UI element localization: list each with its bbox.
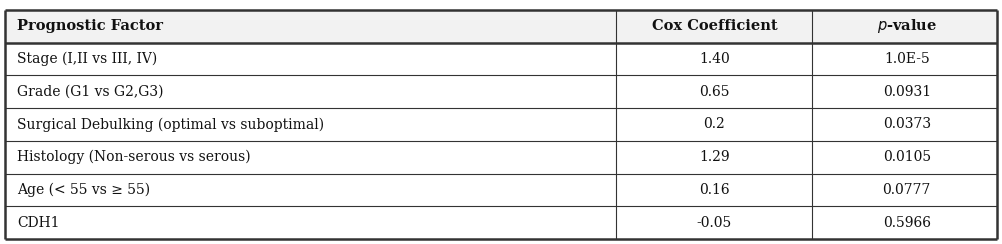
Text: Age (< 55 vs ≥ 55): Age (< 55 vs ≥ 55) bbox=[17, 183, 150, 197]
Bar bbox=[5, 10, 997, 42]
Text: 1.40: 1.40 bbox=[699, 52, 729, 66]
Text: 0.65: 0.65 bbox=[699, 85, 729, 99]
Text: Surgical Debulking (optimal vs suboptimal): Surgical Debulking (optimal vs suboptima… bbox=[17, 117, 325, 132]
Text: 0.0777: 0.0777 bbox=[883, 183, 931, 197]
Text: 0.0105: 0.0105 bbox=[883, 150, 931, 164]
Text: 0.0931: 0.0931 bbox=[883, 85, 931, 99]
Text: 0.0373: 0.0373 bbox=[883, 117, 931, 132]
Text: Grade (G1 vs G2,G3): Grade (G1 vs G2,G3) bbox=[17, 85, 163, 99]
Text: 1.0E-5: 1.0E-5 bbox=[884, 52, 930, 66]
Text: CDH1: CDH1 bbox=[17, 216, 59, 230]
Text: 0.5966: 0.5966 bbox=[883, 216, 931, 230]
Text: 0.2: 0.2 bbox=[703, 117, 725, 132]
Text: Cox Coefficient: Cox Coefficient bbox=[651, 19, 778, 33]
Text: 0.16: 0.16 bbox=[699, 183, 729, 197]
Text: Stage (I,II vs III, IV): Stage (I,II vs III, IV) bbox=[17, 52, 157, 66]
Text: Prognostic Factor: Prognostic Factor bbox=[17, 19, 163, 33]
Text: -0.05: -0.05 bbox=[696, 216, 732, 230]
Text: 1.29: 1.29 bbox=[699, 150, 729, 164]
Text: Histology (Non-serous vs serous): Histology (Non-serous vs serous) bbox=[17, 150, 250, 164]
Text: $\mathbf{\it{p}}$-value: $\mathbf{\it{p}}$-value bbox=[877, 17, 937, 35]
